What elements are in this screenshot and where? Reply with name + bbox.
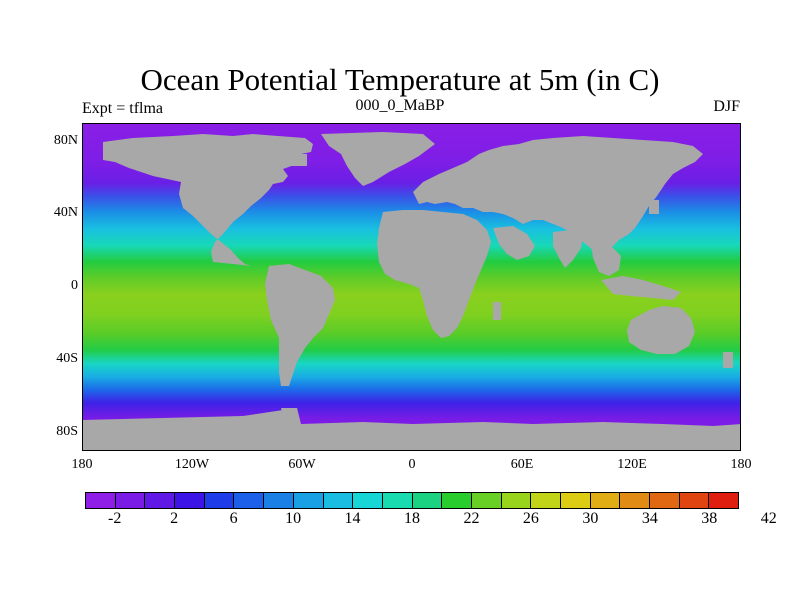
colorbar-tick-label: 14 — [344, 510, 361, 527]
land-india — [553, 230, 583, 268]
land-new-zealand — [723, 352, 733, 368]
land-greenland — [321, 132, 435, 186]
colorbar-tick-label: 6 — [229, 510, 238, 527]
colorbar-swatch — [234, 493, 265, 508]
land-arctic-island-2 — [263, 146, 277, 156]
time-label: 000_0_MaBP — [355, 97, 445, 114]
colorbar-swatch — [412, 493, 443, 508]
experiment-label: Expt = tflma — [82, 100, 164, 117]
page-title: Ocean Potential Temperature at 5m (in C) — [140, 62, 660, 97]
colorbar-tick-label: 26 — [522, 510, 539, 527]
map-panel — [82, 123, 741, 451]
land-mask — [83, 132, 740, 450]
colorbar — [85, 492, 739, 509]
colorbar-tick-label: 18 — [404, 510, 420, 527]
colorbar-swatch — [175, 493, 205, 508]
colorbar-swatch — [442, 493, 472, 508]
x-tick-180e: 180 — [730, 457, 752, 472]
colorbar-tick-label: 34 — [641, 510, 658, 527]
land-madagascar — [493, 302, 501, 320]
colorbar-tick-label: 42 — [760, 510, 777, 527]
colorbar-swatch — [86, 493, 116, 508]
colorbar-swatch — [115, 493, 146, 508]
y-tick-40n: 40N — [53, 205, 78, 220]
land-japan — [649, 200, 659, 214]
colorbar-swatch — [323, 493, 354, 508]
y-tick-0: 0 — [71, 278, 78, 293]
y-tick-40s: 40S — [56, 351, 78, 366]
x-tick-60e: 60E — [510, 457, 534, 472]
season-label: DJF — [713, 98, 740, 115]
colorbar-tick-label: 10 — [285, 510, 302, 527]
colorbar-swatch — [620, 493, 651, 508]
land-north-america — [103, 134, 313, 266]
land-antarctic-peninsula — [281, 408, 299, 428]
x-tick-180w: 180 — [71, 457, 93, 472]
colorbar-tick-label: 38 — [701, 510, 718, 527]
x-tick-0: 0 — [408, 457, 416, 472]
temperature-map — [83, 124, 740, 450]
colorbar-swatch — [561, 493, 591, 508]
x-tick-120w: 120W — [174, 457, 210, 472]
colorbar-swatch — [382, 493, 413, 508]
colorbar-swatch — [204, 493, 235, 508]
colorbar-swatch — [590, 493, 621, 508]
land-indonesia — [601, 276, 681, 300]
land-arctic-island-1 — [291, 154, 307, 166]
land-eurasia — [413, 136, 703, 254]
land-south-america — [265, 264, 335, 386]
colorbar-swatch — [264, 493, 294, 508]
colorbar-swatch — [650, 493, 680, 508]
land-antarctica — [83, 408, 740, 450]
colorbar-tick-label: -2 — [108, 510, 122, 527]
colorbar-tick-label: 22 — [463, 510, 480, 527]
y-tick-80s: 80S — [56, 424, 78, 439]
colorbar-swatch — [471, 493, 502, 508]
colorbar-swatch — [145, 493, 176, 508]
colorbar-swatch — [501, 493, 532, 508]
colorbar-tick-label: 2 — [170, 510, 179, 527]
colorbar-tick-label: 30 — [582, 510, 599, 527]
land-australia — [627, 306, 695, 354]
colorbar-swatch — [531, 493, 561, 508]
colorbar-swatch — [293, 493, 324, 508]
land-se-asia — [591, 244, 621, 276]
x-tick-60w: 60W — [288, 457, 316, 472]
land-africa — [377, 210, 491, 338]
colorbar-swatch — [709, 493, 739, 508]
colorbar-swatch — [679, 493, 710, 508]
land-arabia — [493, 226, 535, 260]
colorbar-swatch — [353, 493, 383, 508]
y-tick-80n: 80N — [53, 133, 78, 148]
x-tick-120e: 120E — [617, 457, 647, 472]
